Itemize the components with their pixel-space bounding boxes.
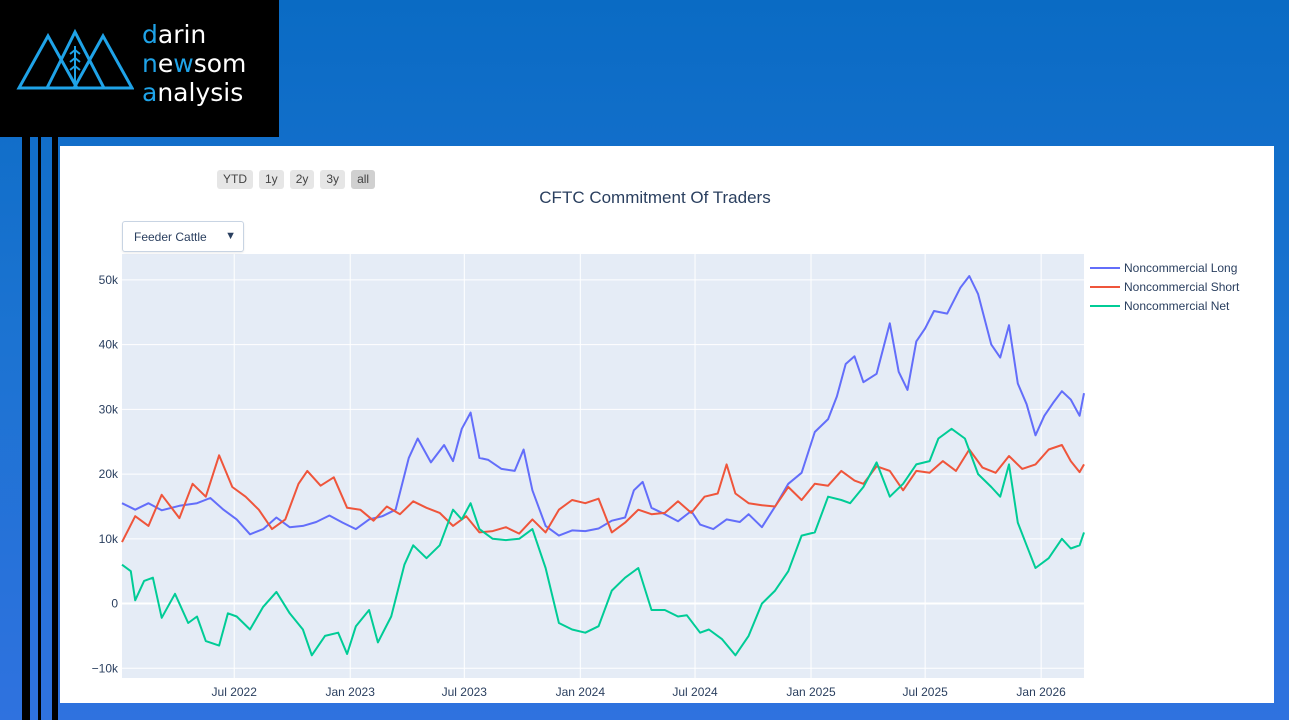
y-tick-label: 20k (99, 467, 119, 481)
x-tick-label: Jan 2024 (556, 685, 606, 699)
y-tick-label: 30k (99, 402, 119, 416)
y-tick-label: 10k (99, 532, 119, 546)
x-tick-label: Jan 2023 (326, 685, 376, 699)
plot-area (122, 254, 1084, 678)
legend-item: Noncommercial Short (1124, 280, 1240, 294)
y-tick-label: 50k (99, 273, 119, 287)
range-button-ytd[interactable]: YTD (217, 170, 253, 189)
range-button-3y[interactable]: 3y (320, 170, 346, 189)
series-line-1 (121, 444, 1085, 543)
y-tick-label: −10k (92, 661, 119, 675)
series-line-2 (121, 427, 1085, 657)
x-tick-label: Jul 2022 (212, 685, 258, 699)
x-tick-label: Jan 2025 (786, 685, 836, 699)
chart-title: CFTC Commitment Of Traders (539, 188, 771, 207)
range-button-1y[interactable]: 1y (259, 170, 284, 189)
dropdown-selected-value: Feeder Cattle (134, 229, 207, 244)
series-line-0 (121, 275, 1085, 537)
cot-line-chart: Jul 2022 Jan 2023 Jul 2023 Jan 2024 Jul 2024… (92, 254, 1240, 699)
x-tick-label: Jul 2024 (672, 685, 718, 699)
commodity-dropdown[interactable]: Feeder Cattle ▼ (122, 221, 244, 252)
chevron-down-icon: ▼ (225, 230, 236, 242)
range-button-all[interactable]: all (351, 170, 376, 189)
brand-line-3: analysis (142, 78, 244, 107)
range-button-2y[interactable]: 2y (289, 170, 315, 189)
brand-line-2: newsom (142, 49, 247, 78)
decorative-bar (38, 137, 41, 720)
y-tick-label: 0 (111, 597, 118, 611)
brand-logo: darin newsom analysis (0, 0, 279, 137)
x-tick-label: Jan 2026 (1016, 685, 1066, 699)
brand-line-1: darin (142, 20, 207, 49)
legend-item: Noncommercial Long (1124, 261, 1237, 275)
chart-panel: Jul 2022 Jan 2023 Jul 2023 Jan 2024 Jul 2024… (60, 146, 1274, 703)
brand-wordmark: darin newsom analysis (142, 20, 246, 107)
y-tick-label: 40k (99, 338, 119, 352)
range-selector: YTD 1y 2y 3y all (217, 170, 376, 189)
x-tick-label: Jul 2025 (902, 685, 948, 699)
mountains-wheat-icon (16, 28, 134, 90)
decorative-bar (52, 137, 58, 720)
x-tick-label: Jul 2023 (442, 685, 488, 699)
legend-item: Noncommercial Net (1124, 299, 1230, 313)
decorative-bar (22, 137, 30, 720)
